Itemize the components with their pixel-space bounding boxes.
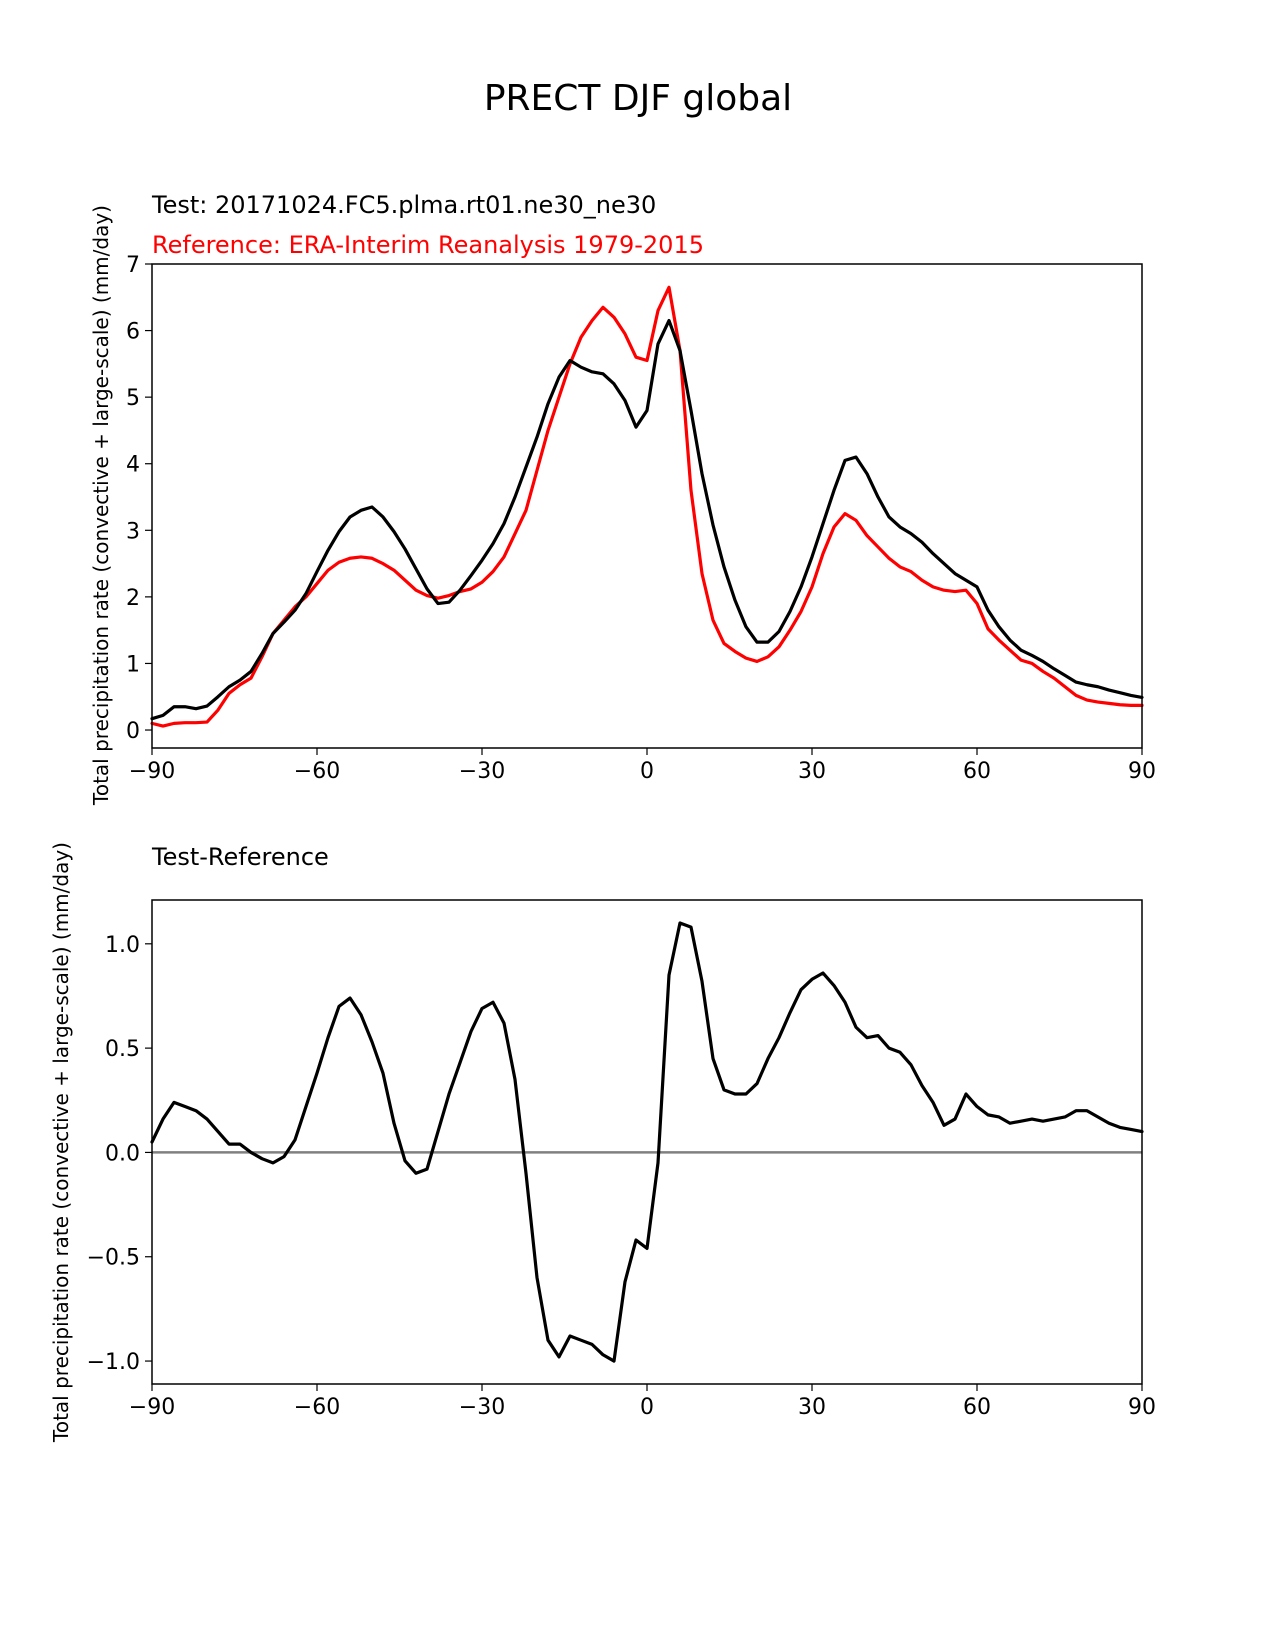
- bottom-xtick-label: 0: [640, 1395, 654, 1420]
- bottom-ticks: −90 −60 −30 0 30 60 90 −1.0 −0.5 0.0 0.5 1.0: [87, 933, 1156, 1420]
- diff-title: Test-Reference: [151, 843, 329, 871]
- bottom-ylabel: Total precipitation rate (convective + l…: [49, 842, 73, 1443]
- top-xtick-label: −90: [129, 759, 175, 784]
- top-ytick-label: 2: [126, 586, 140, 611]
- bottom-ytick-label: −1.0: [87, 1350, 140, 1375]
- top-series-test-line: [150, 318, 1144, 721]
- bottom-xtick-label: 30: [798, 1395, 826, 1420]
- top-xtick-label: 30: [798, 759, 826, 784]
- top-ytick-label: 7: [126, 253, 140, 278]
- reference-title: Reference: ERA-Interim Reanalysis 1979-2…: [152, 231, 704, 259]
- top-ytick-label: 0: [126, 719, 140, 744]
- top-xtick-label: −30: [459, 759, 505, 784]
- top-xtick-label: 90: [1128, 759, 1156, 784]
- top-ytick-label: 6: [126, 320, 140, 345]
- bottom-xtick-label: 60: [963, 1395, 991, 1420]
- top-ylabel: Total precipitation rate (convective + l…: [89, 205, 113, 806]
- bottom-xtick-label: −90: [129, 1395, 175, 1420]
- figure-title: PRECT DJF global: [484, 78, 792, 119]
- top-plot-frame: [151, 263, 1143, 749]
- top-ytick-label: 4: [126, 453, 140, 478]
- bottom-ytick-label: −0.5: [87, 1246, 140, 1271]
- bottom-series: [150, 921, 1144, 1363]
- test-title: Test: 20171024.FC5.plma.rt01.ne30_ne30: [151, 191, 656, 219]
- top-xtick-label: −60: [294, 759, 340, 784]
- top-panel: Test: 20171024.FC5.plma.rt01.ne30_ne30 R…: [89, 191, 1156, 806]
- bottom-series-test-reference-line: [150, 921, 1144, 1363]
- top-ticks: −90 −60 −30 0 30 60 90 0 1 2 3 4 5 6 7: [126, 253, 1156, 784]
- bottom-xtick-label: 90: [1128, 1395, 1156, 1420]
- top-xtick-label: 60: [963, 759, 991, 784]
- bottom-ytick-label: 1.0: [105, 933, 140, 958]
- bottom-xtick-label: −60: [294, 1395, 340, 1420]
- top-ytick-label: 1: [126, 652, 140, 677]
- bottom-xtick-label: −30: [459, 1395, 505, 1420]
- bottom-ytick-label: 0.0: [105, 1141, 140, 1166]
- top-series-reference-line: [150, 285, 1144, 728]
- top-xtick-label: 0: [640, 759, 654, 784]
- top-series: [150, 285, 1144, 728]
- top-ytick-label: 5: [126, 386, 140, 411]
- bottom-ytick-label: 0.5: [105, 1037, 140, 1062]
- bottom-plot-frame: [151, 899, 1143, 1385]
- top-ytick-label: 3: [126, 519, 140, 544]
- bottom-panel: Test-Reference Total precipitation rate …: [49, 842, 1156, 1443]
